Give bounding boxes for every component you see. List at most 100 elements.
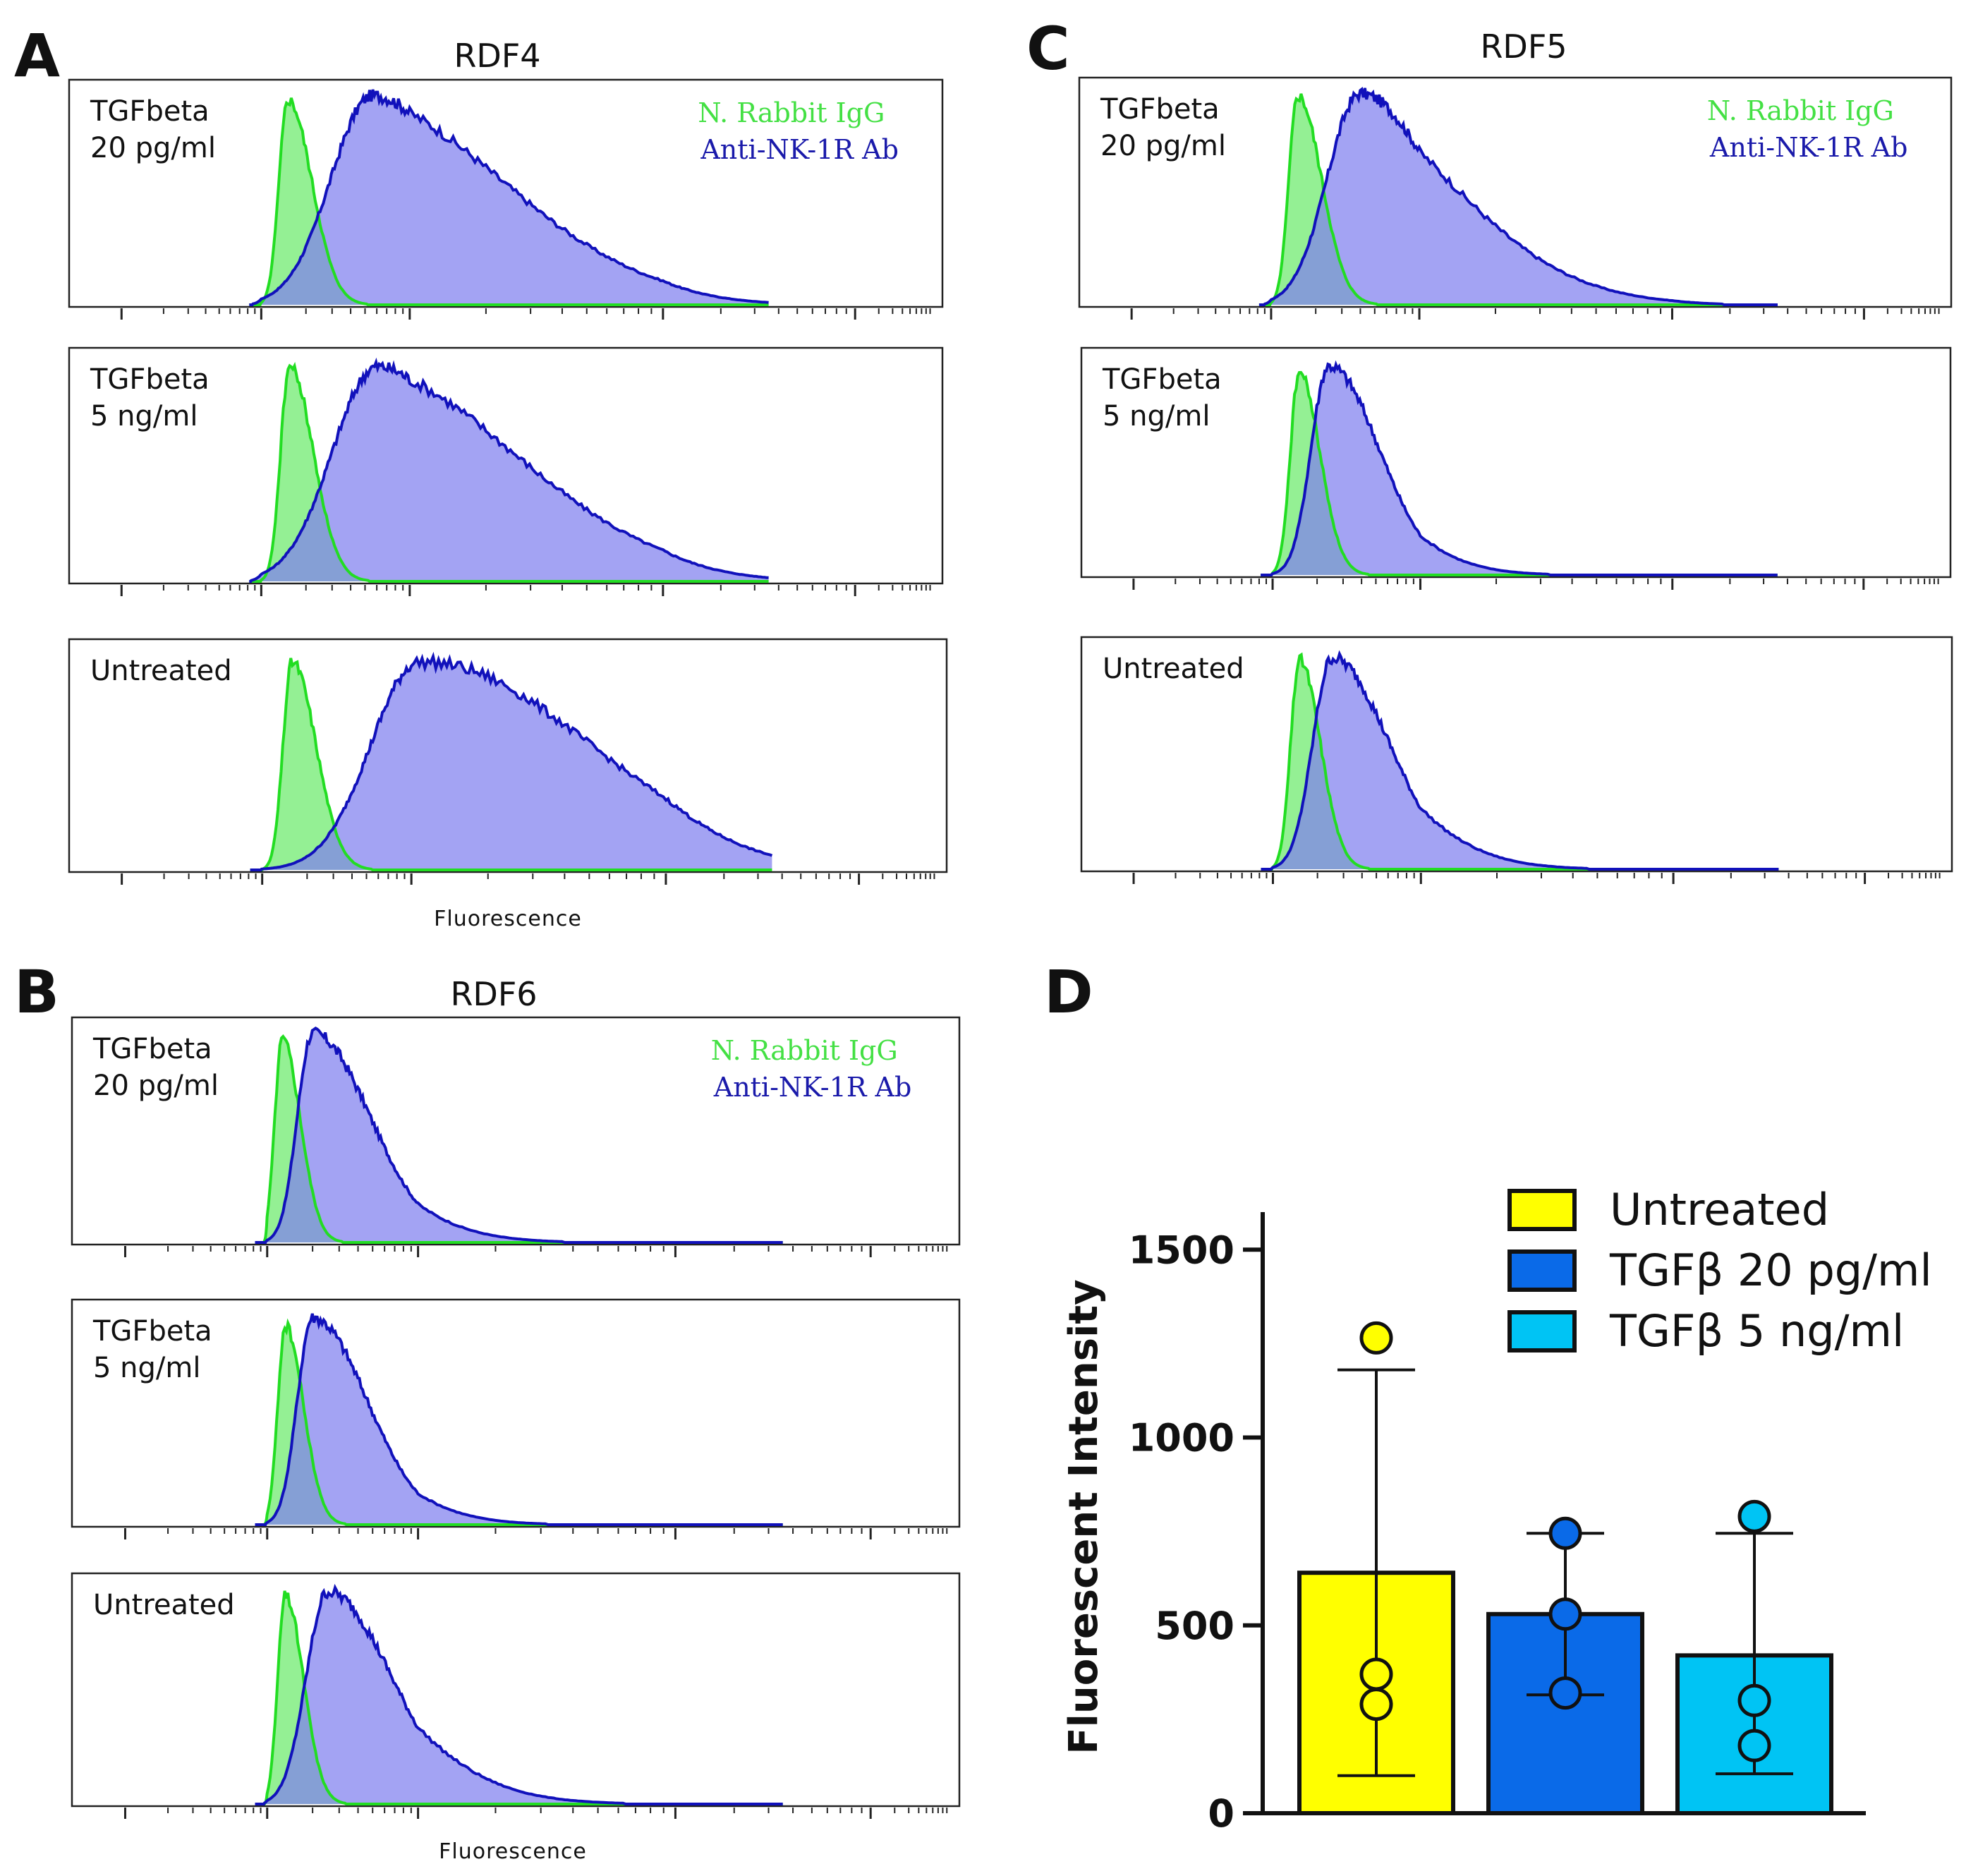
- condition-label-untreated: Untreated: [93, 1589, 235, 1621]
- histogram-rdf5-untreated: Untreated: [1080, 636, 1953, 884]
- data-point: [1548, 1676, 1582, 1710]
- histogram-rdf6-tgf5: TGFbeta 5 ng/ml: [71, 1298, 961, 1539]
- histogram-rdf6-tgf20: TGFbeta 20 pg/ml N. Rabbit IgG Anti-NK-1R A…: [71, 1016, 961, 1257]
- x-axis-label-b: Fluorescence: [439, 1839, 587, 1864]
- plot-frame: [71, 1298, 961, 1528]
- panel-c: C RDF5 TGFbeta 20 pg/ml N. Rabbit IgG Anti-…: [1026, 14, 1953, 884]
- igg-line-rdf5-tgf20: [1258, 93, 1778, 306]
- ab-line-rdf4-tgf5: [249, 357, 769, 583]
- legend-igg-rdf4: N. Rabbit IgG: [698, 97, 885, 128]
- ab-line-rdf6-tgf5: [255, 1313, 783, 1526]
- histogram-rdf5-tgf20: TGFbeta 20 pg/ml N. Rabbit IgG Anti-NK-1R A…: [1078, 76, 1953, 320]
- condition-label-untreated: Untreated: [90, 655, 232, 687]
- plot-frame: [71, 1016, 961, 1246]
- x-axis-ticks: [120, 585, 931, 596]
- panel-letter-a: A: [14, 21, 60, 90]
- ab-line-rdf5-untreated: [1261, 650, 1779, 871]
- ab-area-rdf4-tgf20: [249, 90, 769, 305]
- legend-igg-rdf5: N. Rabbit IgG: [1707, 95, 1894, 126]
- panel-title-a: RDF4: [454, 37, 540, 75]
- ab-line-rdf5-tgf5: [1261, 360, 1778, 576]
- y-tick-label: 1500: [1129, 1228, 1234, 1272]
- igg-line-rdf4-tgf20: [249, 97, 769, 306]
- data-point: [1359, 1688, 1393, 1721]
- histogram-rdf4-untreated: Untreated: [68, 638, 948, 885]
- legend-swatch-3: [1507, 1310, 1577, 1352]
- panel-letter-b: B: [14, 957, 59, 1027]
- legend-ab-rdf4: Anti-NK-1R Ab: [700, 134, 899, 165]
- panel-d: D 0 500 1000 1500 Fluorescent Intensity Untre…: [1044, 957, 1932, 1836]
- condition-label-tgf5: TGFbeta: [92, 1315, 212, 1348]
- ab-area-rdf6-untreated: [255, 1587, 783, 1804]
- panel-b: B RDF6 Fluorescence TGFbeta 20 pg/ml N. Ra…: [14, 957, 961, 1864]
- condition-label-tgf20-line2: 20 pg/ml: [1100, 130, 1226, 162]
- y-tick-label: 1000: [1129, 1416, 1234, 1460]
- ab-line-rdf4-tgf20: [249, 89, 769, 306]
- condition-label-tgf5-line2: 5 ng/ml: [90, 400, 198, 432]
- ab-line-rdf5-tgf20: [1258, 86, 1778, 306]
- x-axis-ticks: [123, 1246, 948, 1257]
- x-axis-label-a: Fluorescence: [434, 907, 582, 931]
- condition-label-tgf20-line2: 20 pg/ml: [93, 1070, 219, 1102]
- histogram-rdf4-tgf20: TGFbeta 20 pg/ml N. Rabbit IgG Anti-NK-1R A…: [68, 78, 944, 320]
- condition-label-untreated: Untreated: [1103, 653, 1244, 685]
- ab-area-rdf6-tgf5: [255, 1313, 783, 1525]
- data-point: [1548, 1597, 1582, 1631]
- x-axis-ticks: [1130, 308, 1940, 320]
- ab-area-rdf6-tgf20: [255, 1028, 783, 1242]
- plot-frame: [1080, 636, 1953, 873]
- panel-title-c: RDF5: [1480, 28, 1567, 66]
- ab-line-rdf4-untreated: [250, 651, 773, 871]
- legend-label-2: TGFβ 20 pg/ml: [1609, 1245, 1932, 1296]
- ab-line-rdf6-untreated: [255, 1583, 783, 1805]
- data-point: [1737, 1499, 1771, 1533]
- condition-label-tgf5: TGFbeta: [1102, 363, 1222, 396]
- condition-label-tgf5-line2: 5 ng/ml: [93, 1352, 200, 1384]
- x-axis-ticks: [121, 873, 935, 885]
- legend-igg-rdf6: N. Rabbit IgG: [711, 1035, 898, 1066]
- condition-label-tgf20: TGFbeta: [1100, 93, 1220, 126]
- ab-area-rdf5-tgf20: [1258, 87, 1778, 305]
- x-axis-ticks: [1132, 579, 1939, 590]
- x-axis-ticks: [123, 1808, 948, 1819]
- x-axis-ticks: [1132, 873, 1941, 884]
- legend-label-1: Untreated: [1610, 1184, 1829, 1235]
- plot-frame: [71, 1572, 961, 1808]
- panel-title-b: RDF6: [450, 975, 537, 1013]
- data-point: [1548, 1516, 1582, 1550]
- ab-area-rdf5-untreated: [1261, 654, 1779, 869]
- condition-label-tgf20-line2: 20 pg/ml: [90, 132, 216, 164]
- condition-label-tgf5: TGFbeta: [90, 363, 210, 396]
- legend-label-3: TGFβ 5 ng/ml: [1609, 1305, 1904, 1357]
- panel-a: A RDF4 Fluorescence TGFbeta 20 pg/ml N. Ra…: [14, 21, 948, 931]
- ab-area-rdf5-tgf5: [1261, 364, 1778, 575]
- legend-ab-rdf6: Anti-NK-1R Ab: [713, 1072, 912, 1103]
- data-point: [1737, 1729, 1771, 1762]
- condition-label-tgf20: TGFbeta: [90, 95, 210, 128]
- igg-line-rdf4-untreated: [250, 658, 772, 871]
- data-point: [1737, 1683, 1771, 1717]
- x-axis-ticks: [123, 1528, 948, 1539]
- ab-area-rdf4-tgf5: [249, 362, 769, 581]
- igg-line-rdf4-tgf5: [249, 361, 769, 583]
- y-tick-label: 500: [1155, 1604, 1234, 1648]
- ab-line-rdf6-tgf20: [255, 1027, 783, 1244]
- panel-letter-c: C: [1026, 14, 1070, 83]
- data-point: [1359, 1657, 1393, 1691]
- data-point: [1359, 1321, 1393, 1355]
- y-tick-label: 0: [1208, 1791, 1234, 1836]
- ab-area-rdf4-untreated: [250, 656, 772, 870]
- histogram-rdf4-tgf5: TGFbeta 5 ng/ml: [68, 346, 944, 596]
- bar-chart: 0 500 1000 1500 Fluorescent Intensity Untreat…: [1061, 1184, 1932, 1836]
- legend-ab-rdf5: Anti-NK-1R Ab: [1709, 132, 1908, 163]
- x-axis-ticks: [120, 308, 931, 320]
- plot-frame: [1080, 346, 1952, 579]
- condition-label-tgf20: TGFbeta: [92, 1033, 212, 1065]
- histogram-rdf5-tgf5: TGFbeta 5 ng/ml: [1080, 346, 1952, 590]
- histogram-rdf6-untreated: Untreated: [71, 1572, 961, 1819]
- legend-swatch-1: [1507, 1189, 1577, 1231]
- legend-swatch-2: [1507, 1249, 1577, 1292]
- y-axis-label: Fluorescent Intensity: [1061, 1279, 1107, 1754]
- condition-label-tgf5-line2: 5 ng/ml: [1103, 400, 1210, 432]
